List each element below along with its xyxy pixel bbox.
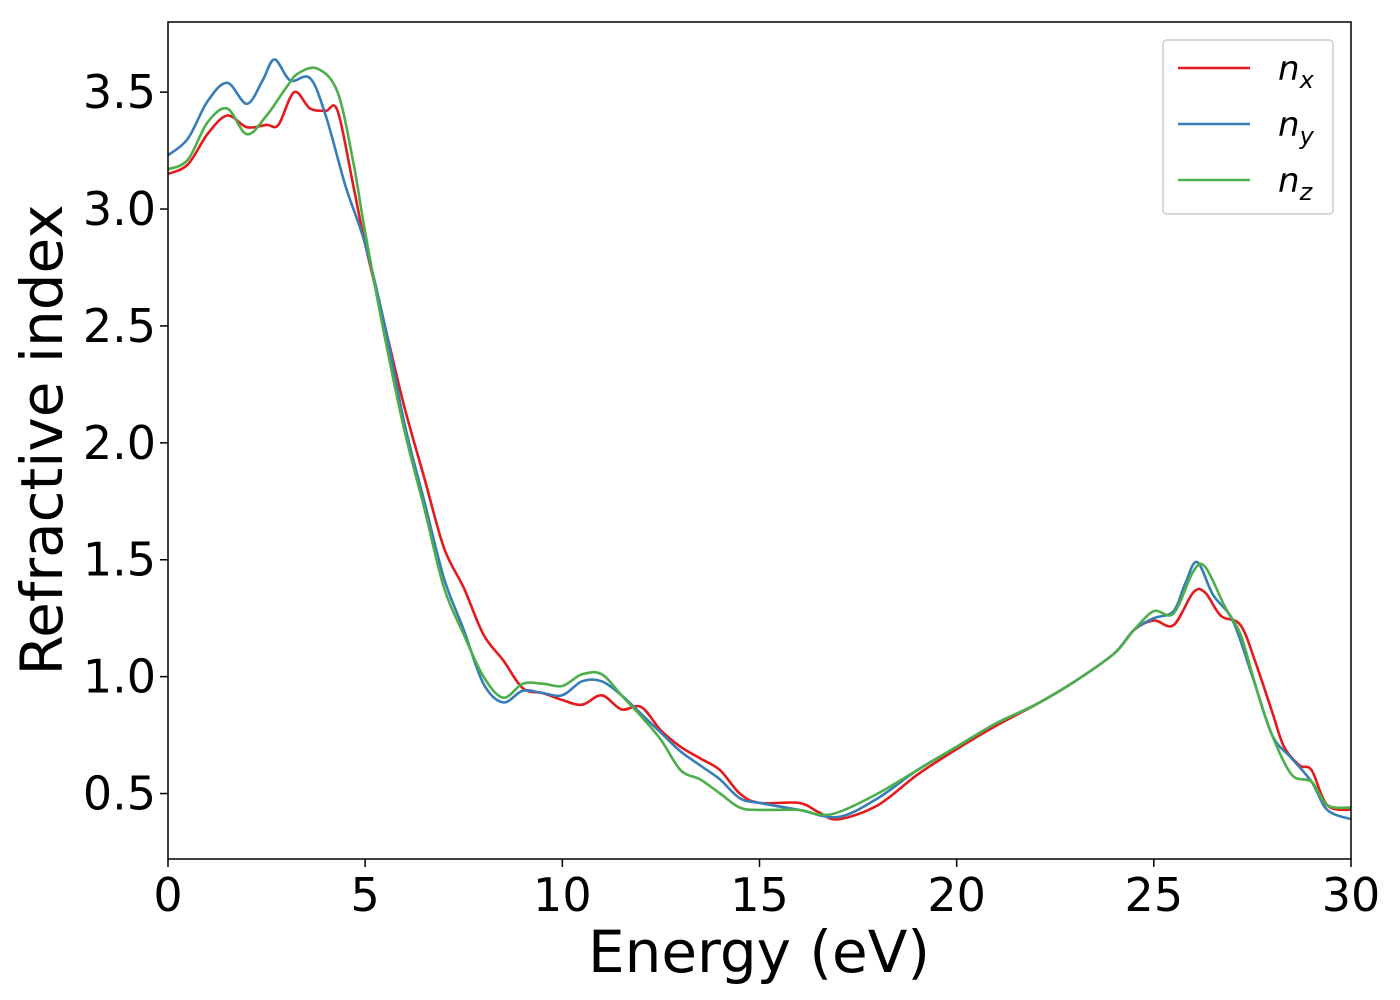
series-line-nx bbox=[168, 90, 1351, 821]
plot-background bbox=[168, 22, 1351, 859]
x-tick-label: 0 bbox=[153, 868, 182, 922]
legend-label-main: n bbox=[1278, 105, 1300, 145]
legend-label-subscript: x bbox=[1299, 66, 1315, 94]
x-axis-ticks: 0 5 10 15 20 25 30 bbox=[153, 859, 1380, 922]
x-tick-label: 30 bbox=[1322, 868, 1381, 922]
x-tick-label: 5 bbox=[351, 868, 380, 922]
y-axis-label: Refractive index bbox=[8, 204, 76, 675]
x-tick-label: 10 bbox=[533, 868, 592, 922]
y-axis-ticks: 0.5 1.0 1.5 2.0 2.5 3.0 3.5 bbox=[83, 65, 168, 821]
x-tick-label: 25 bbox=[1125, 868, 1184, 922]
y-tick-label: 3.0 bbox=[83, 182, 156, 236]
series-line-nz bbox=[168, 66, 1351, 817]
legend-box bbox=[1162, 39, 1334, 215]
x-tick-label: 20 bbox=[927, 868, 986, 922]
y-tick-label: 1.0 bbox=[83, 650, 156, 704]
y-tick-label: 2.5 bbox=[83, 299, 156, 353]
legend-label-subscript: y bbox=[1299, 122, 1315, 150]
legend-label-subscript: z bbox=[1299, 178, 1314, 206]
x-tick-label: 15 bbox=[730, 868, 789, 922]
legend-label-main: n bbox=[1278, 161, 1300, 201]
legend-label-ny: ny bbox=[1278, 105, 1315, 150]
series-layer bbox=[168, 58, 1351, 821]
legend-label-nz: nz bbox=[1278, 161, 1314, 206]
y-tick-label: 1.5 bbox=[83, 533, 156, 587]
legend-label-nx: nx bbox=[1278, 49, 1315, 94]
series-line-ny bbox=[168, 58, 1351, 821]
y-tick-label: 3.5 bbox=[83, 65, 156, 119]
x-axis-label: Energy (eV) bbox=[588, 918, 930, 986]
y-tick-label: 0.5 bbox=[83, 767, 156, 821]
y-tick-label: 2.0 bbox=[83, 416, 156, 470]
legend-label-main: n bbox=[1278, 49, 1300, 89]
